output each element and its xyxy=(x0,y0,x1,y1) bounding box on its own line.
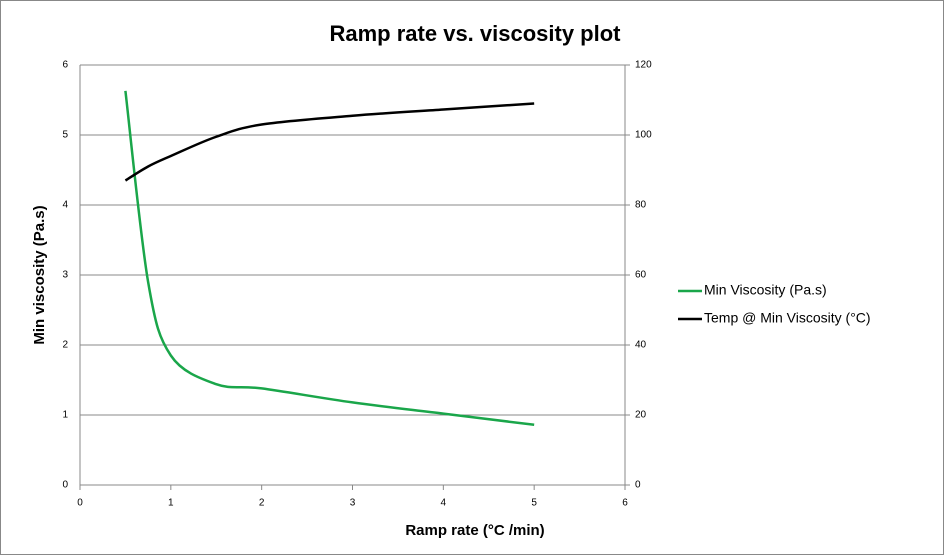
series-line xyxy=(124,102,535,182)
legend-label: Min Viscosity (Pa.s) xyxy=(704,282,827,298)
y2-tick-label: 60 xyxy=(635,270,647,281)
y-tick-label: 2 xyxy=(62,340,68,351)
x-tick-label: 2 xyxy=(259,498,265,509)
series-line xyxy=(124,90,535,427)
y2-tick-label: 0 xyxy=(635,480,641,491)
y2-tick-label: 40 xyxy=(635,340,647,351)
y-tick-label: 6 xyxy=(62,60,68,71)
y-tick-label: 1 xyxy=(62,410,68,421)
y-tick-label: 0 xyxy=(62,480,68,491)
x-axis-title: Ramp rate (°C /min) xyxy=(405,522,544,539)
x-tick-label: 6 xyxy=(622,498,628,509)
x-tick-label: 1 xyxy=(168,498,174,509)
y2-tick-label: 100 xyxy=(635,130,652,141)
x-tick-label: 3 xyxy=(350,498,356,509)
y2-tick-label: 20 xyxy=(635,410,647,421)
y2-tick-label: 80 xyxy=(635,200,647,211)
y-tick-label: 4 xyxy=(62,200,68,211)
x-tick-label: 0 xyxy=(77,498,83,509)
y-axis-title: Min viscosity (Pa.s) xyxy=(31,205,48,344)
y-tick-label: 5 xyxy=(62,130,68,141)
chart-title: Ramp rate vs. viscosity plot xyxy=(330,21,622,46)
x-tick-label: 5 xyxy=(531,498,537,509)
y2-tick-label: 120 xyxy=(635,60,652,71)
y-tick-label: 3 xyxy=(62,270,68,281)
x-tick-label: 4 xyxy=(441,498,447,509)
legend-label: Temp @ Min Viscosity (°C) xyxy=(704,310,871,326)
